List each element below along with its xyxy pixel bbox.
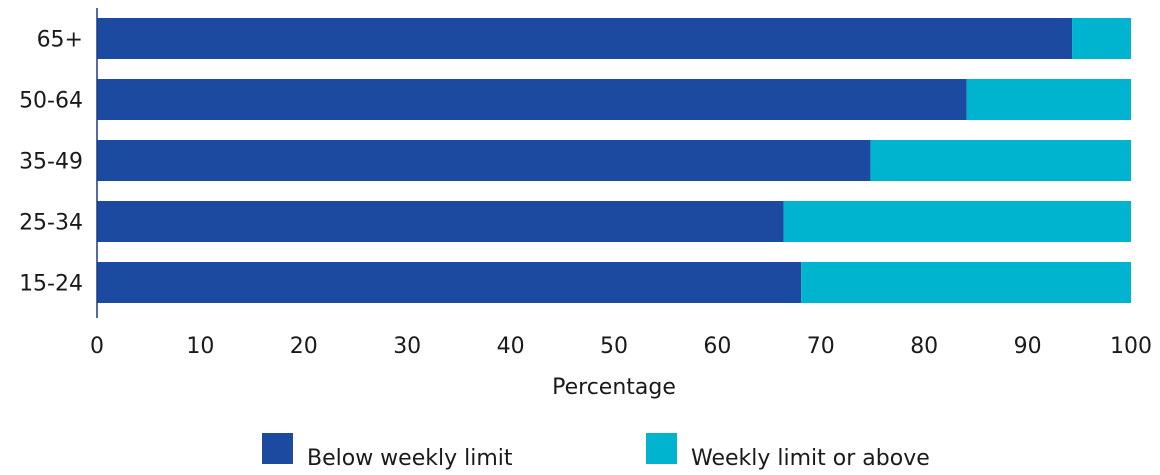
- legend-swatch-below-limit: [262, 433, 293, 464]
- x-tick-label: 30: [393, 334, 421, 359]
- legend-swatch-limit-or-above: [646, 433, 677, 464]
- category-label: 50-64: [19, 89, 83, 114]
- x-tick-label: 70: [807, 334, 835, 359]
- category-label: 25-34: [19, 211, 83, 236]
- x-axis-title: Percentage: [552, 375, 676, 400]
- bar-limit-or-above-35-49: [870, 140, 1131, 181]
- bar-below-limit-25-34: [97, 201, 784, 242]
- legend-label: Below weekly limit: [307, 446, 513, 471]
- x-tick-label: 50: [600, 334, 628, 359]
- bar-limit-or-above-25-34: [783, 201, 1131, 242]
- x-tick-label: 10: [186, 334, 214, 359]
- bar-below-limit-15-24: [97, 262, 802, 303]
- bar-limit-or-above-50-64: [966, 79, 1131, 120]
- x-tick-label: 100: [1110, 334, 1152, 359]
- bar-below-limit-35-49: [97, 140, 871, 181]
- bar-limit-or-above-15-24: [801, 262, 1131, 303]
- bar-below-limit-50-64: [97, 79, 967, 120]
- x-tick-label: 80: [910, 334, 938, 359]
- x-tick-label: 20: [290, 334, 318, 359]
- bar-limit-or-above-65+: [1072, 18, 1131, 59]
- legend-label: Weekly limit or above: [691, 446, 930, 471]
- bar-below-limit-65+: [97, 18, 1073, 59]
- category-labels: 65+ 50-64 35-49 25-34 15-24: [19, 28, 83, 297]
- x-tick-label: 0: [90, 334, 104, 359]
- legend: Below weekly limit Weekly limit or above: [262, 433, 930, 471]
- category-label: 65+: [37, 28, 83, 53]
- bars-group: [97, 18, 1131, 303]
- x-tick-labels: 0 10 20 30 40 50 60 70 80 90 100: [90, 334, 1152, 359]
- x-tick-label: 40: [497, 334, 525, 359]
- x-tick-label: 60: [703, 334, 731, 359]
- x-tick-label: 90: [1014, 334, 1042, 359]
- category-label: 15-24: [19, 272, 83, 297]
- category-label: 35-49: [19, 150, 83, 175]
